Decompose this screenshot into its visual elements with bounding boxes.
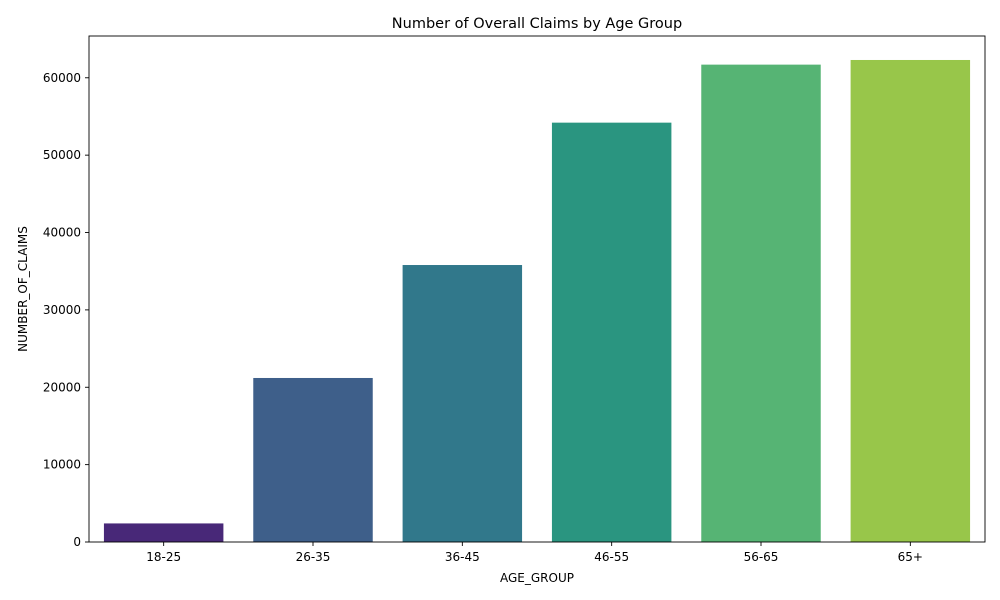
bar-18-25 — [103, 523, 224, 542]
x-ticks-group: 18-25 26-35 36-45 46-55 56-65 65+ — [146, 542, 923, 564]
y-axis-title: NUMBER_OF_CLAIMS — [16, 226, 30, 352]
bar-46-55 — [551, 122, 672, 543]
y-tick-label: 40000 — [43, 226, 81, 240]
y-tick-label: 10000 — [43, 458, 81, 472]
x-tick-label: 36-45 — [445, 550, 480, 564]
x-axis-title: AGE_GROUP — [500, 571, 574, 585]
x-tick-label: 26-35 — [296, 550, 331, 564]
x-tick-label: 46-55 — [594, 550, 629, 564]
chart-title: Number of Overall Claims by Age Group — [392, 16, 682, 32]
x-tick-label: 56-65 — [744, 550, 779, 564]
x-tick-label: 18-25 — [146, 550, 181, 564]
y-tick-label: 20000 — [43, 380, 81, 394]
bar-65+ — [850, 59, 971, 542]
y-tick-label: 30000 — [43, 303, 81, 317]
bar-26-35 — [253, 377, 373, 542]
y-tick-label: 0 — [73, 535, 81, 549]
bar-56-65 — [701, 64, 821, 542]
x-tick-label: 65+ — [898, 550, 923, 564]
plot-frame — [88, 35, 986, 543]
y-tick-label: 60000 — [43, 71, 81, 85]
y-tick-label: 50000 — [43, 148, 81, 162]
y-ticks-group: 0 10000 20000 30000 40000 50000 60000 — [43, 71, 89, 549]
bars-group — [103, 59, 971, 543]
axes-group — [88, 35, 986, 543]
bar-36-45 — [402, 265, 523, 542]
